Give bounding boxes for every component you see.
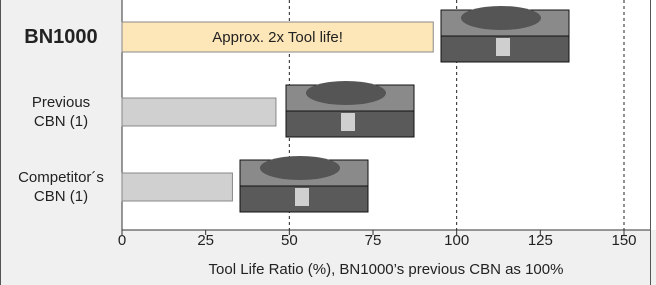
x-axis-label: Tool Life Ratio (%), BN1000’s previous C… <box>209 261 564 278</box>
x-tick-label: 25 <box>197 232 214 249</box>
x-tick-label: 50 <box>281 232 298 249</box>
photo-detail <box>295 188 309 206</box>
photo-detail <box>496 38 510 56</box>
x-tick-label: 75 <box>365 232 382 249</box>
category-label-box: Previous CBN (1) <box>0 87 122 137</box>
x-tick-label: 150 <box>611 232 636 249</box>
chart: Tool Life Ratio (%), BN1000’s previous C… <box>0 0 656 285</box>
category-label-box: BN1000 <box>0 12 122 62</box>
category-label: BN1000 <box>6 28 116 47</box>
photo-shape <box>306 81 386 105</box>
photo-shape <box>461 6 541 30</box>
category-label: Previous CBN (1) <box>16 93 106 131</box>
bar <box>122 98 276 126</box>
x-tick-label: 0 <box>118 232 126 249</box>
x-tick-label: 100 <box>444 232 469 249</box>
category-label-box: Competitor´s CBN (1) <box>0 162 122 212</box>
photo-shape <box>260 156 340 180</box>
x-tick-label: 125 <box>528 232 553 249</box>
category-label: Competitor´s CBN (1) <box>16 168 106 206</box>
photo-detail <box>341 113 355 131</box>
annotation: Approx. 2x Tool life! <box>212 29 343 46</box>
bar <box>122 173 232 201</box>
